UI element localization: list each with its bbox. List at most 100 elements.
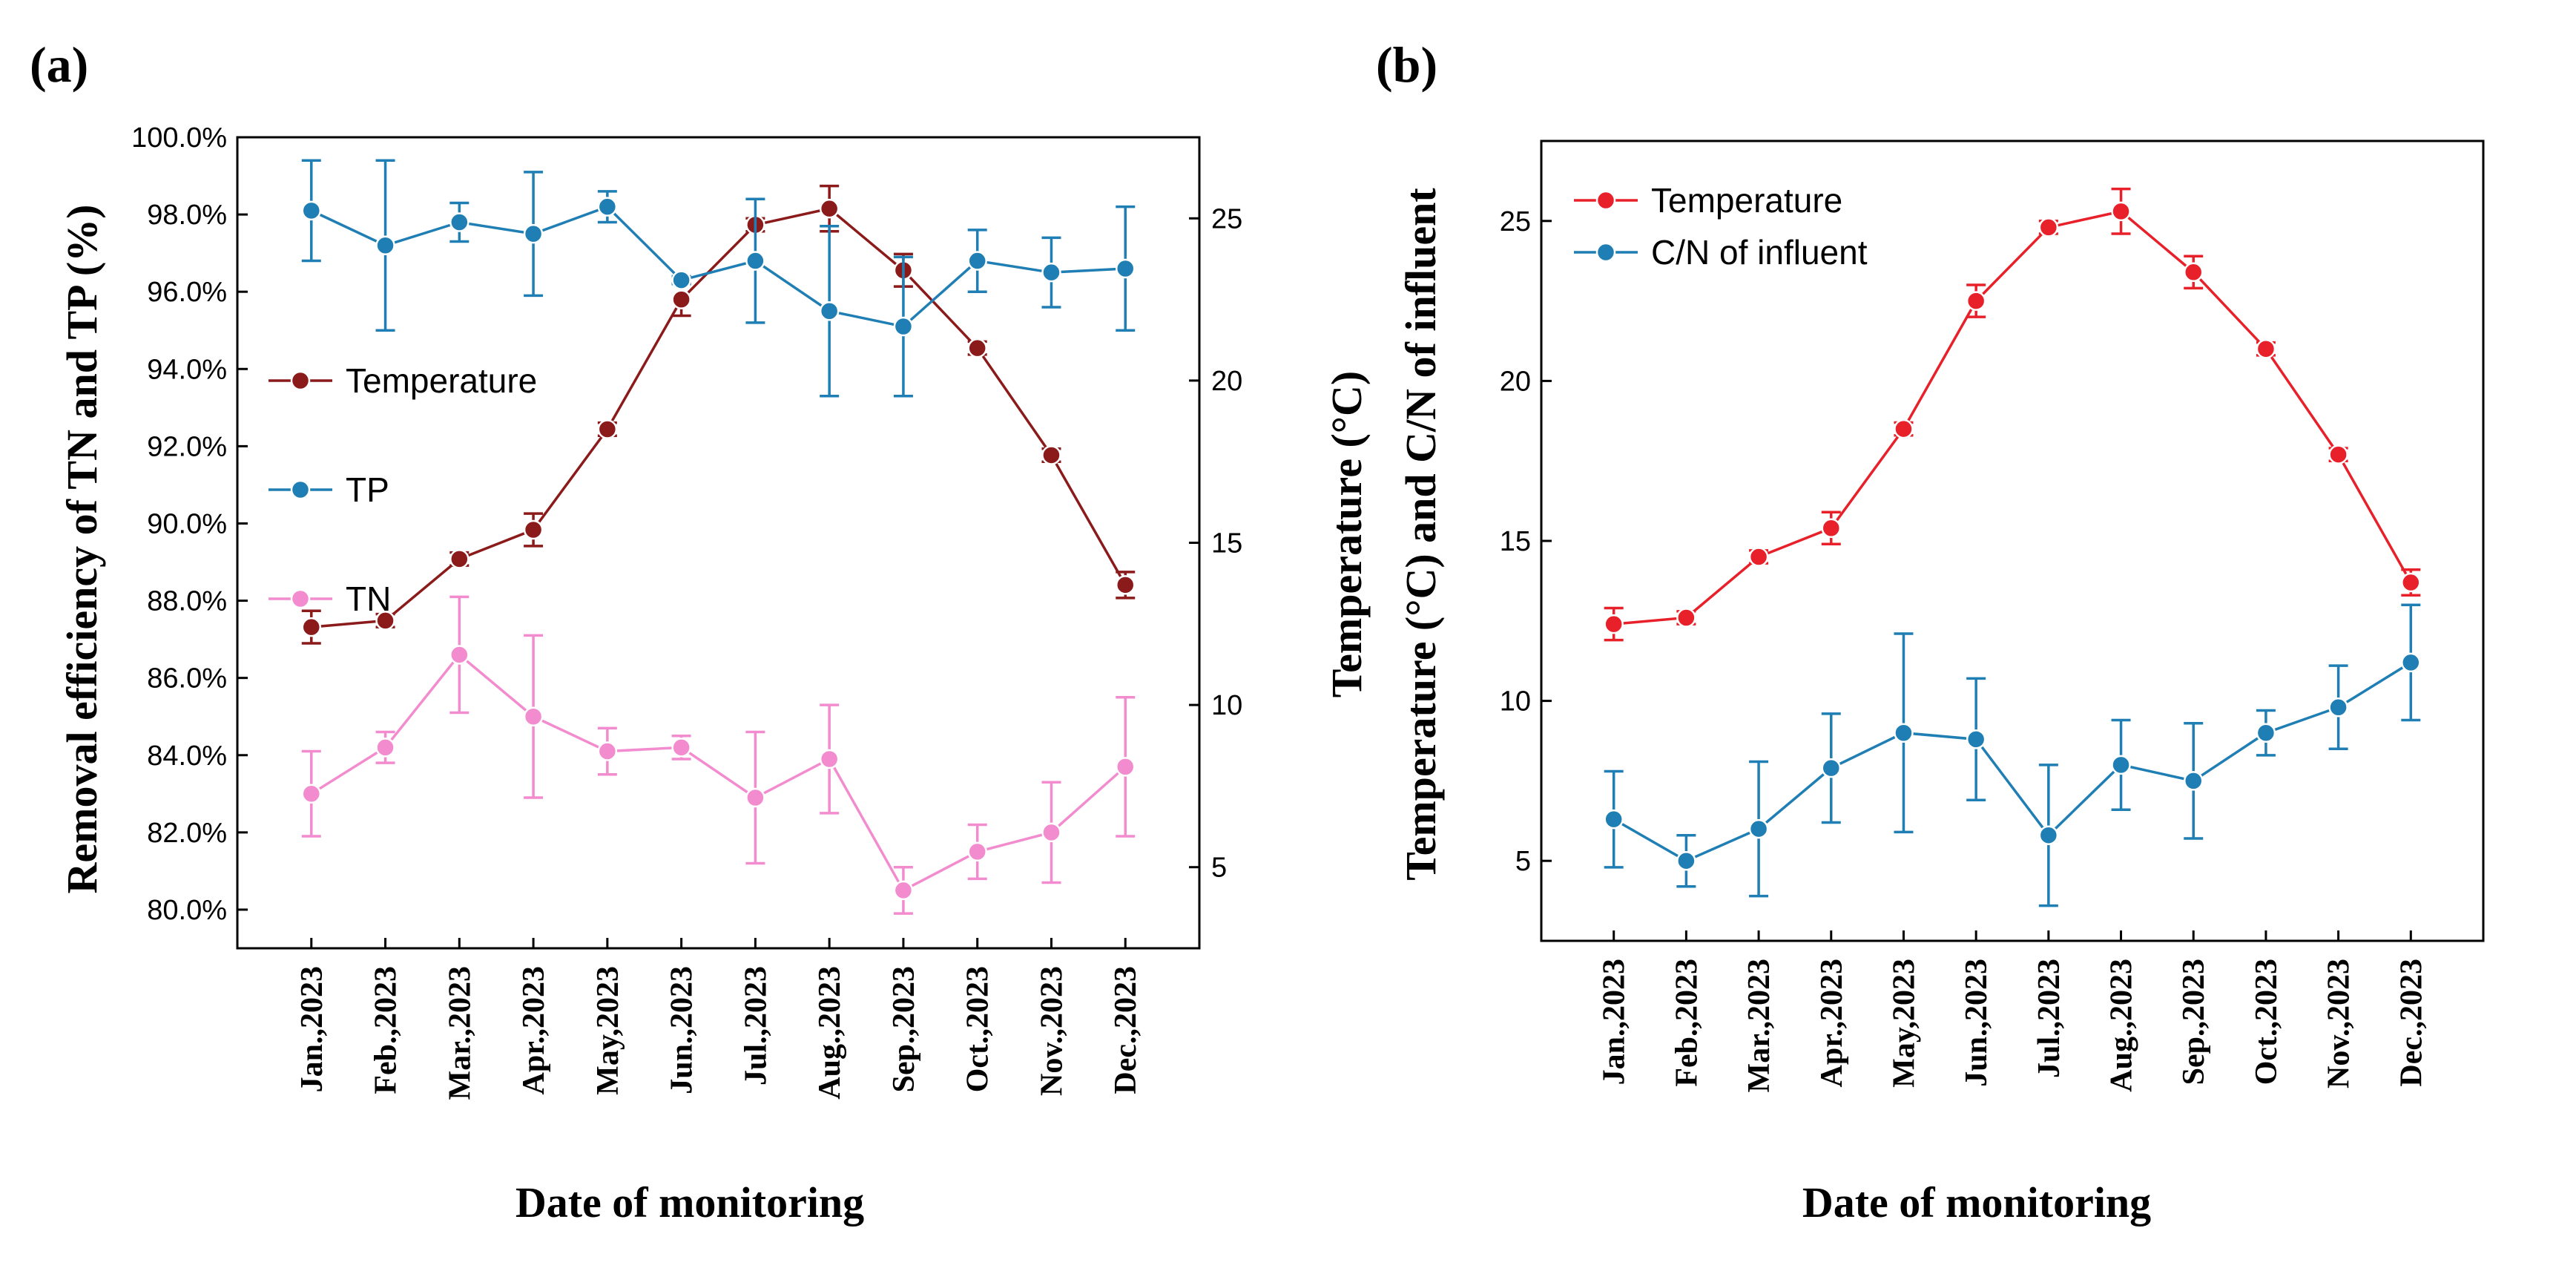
data-point: [2401, 572, 2421, 593]
panel-a-xlabel: Date of monitoring: [515, 1178, 864, 1227]
panel-a-label: (a): [30, 36, 88, 93]
x-tick-label: Aug.,2023: [2105, 959, 2139, 1092]
x-tick-label: Dec.,2023: [1109, 966, 1143, 1094]
x-tick-label: Sep.,2023: [887, 966, 921, 1092]
y-right-tick-label: 10: [1211, 690, 1242, 721]
data-point: [967, 841, 987, 862]
y-tick-label: 25: [1500, 206, 1531, 237]
data-point: [1748, 818, 1769, 839]
y-tick-label: 15: [1500, 526, 1531, 557]
data-point: [893, 880, 914, 901]
data-point: [597, 741, 618, 761]
x-tick-label: May,2023: [1887, 959, 1921, 1088]
data-point: [523, 706, 544, 726]
panel-a-ylabel-left: Removal efficiency of TN and TP (%): [58, 205, 106, 894]
data-point: [2111, 201, 2131, 222]
data-point: [2401, 652, 2421, 673]
y-tick-label: 100.0%: [131, 122, 227, 154]
series-temperature: [1604, 187, 2421, 642]
panel-b-ylabel: Temperature (°C) and C/N of influent: [1397, 188, 1445, 881]
y-tick-label: 94.0%: [147, 354, 227, 385]
data-point: [819, 749, 840, 769]
x-tick-label: Jun.,2023: [1960, 959, 1994, 1087]
data-point: [1041, 822, 1061, 843]
legend-entry: Temperature: [269, 361, 537, 400]
data-point: [2038, 825, 2059, 845]
data-point: [819, 301, 840, 321]
data-point: [1821, 518, 1842, 539]
y-tick-label: 92.0%: [147, 431, 227, 462]
y-tick-label: 98.0%: [147, 200, 227, 231]
series-tp: [301, 159, 1136, 398]
legend-marker: [1595, 242, 1616, 263]
series-temperature: [301, 184, 1136, 645]
series-c-n-of-influent: [1604, 603, 2421, 907]
y-tick-label: 86.0%: [147, 663, 227, 695]
y-tick-label: 5: [1515, 846, 1531, 877]
y-right-tick-label: 15: [1211, 528, 1242, 559]
panel-a-ylabel-right: Temperature (°C): [1322, 371, 1371, 697]
data-point: [819, 198, 840, 219]
series-line: [311, 205, 1126, 328]
panel-b-xlabel: Date of monitoring: [1802, 1178, 2151, 1227]
data-point: [301, 200, 322, 221]
legend-label: Temperature: [346, 361, 537, 400]
series-line: [311, 207, 1127, 628]
data-point: [523, 223, 544, 244]
panel-b-label: (b): [1376, 36, 1437, 93]
data-point: [1676, 608, 1696, 628]
x-tick-label: Oct.,2023: [2250, 959, 2284, 1085]
x-tick-label: Oct.,2023: [961, 966, 995, 1092]
data-point: [2183, 262, 2204, 283]
legend-entry: C/N of influent: [1574, 233, 1868, 272]
data-point: [1894, 418, 1914, 439]
legend-entry: TN: [269, 579, 391, 618]
x-tick-label: Aug.,2023: [813, 966, 847, 1100]
data-point: [1748, 547, 1769, 567]
data-point: [1676, 850, 1696, 871]
y-right-tick-label: 5: [1211, 853, 1227, 884]
data-point: [523, 519, 544, 540]
data-point: [1894, 723, 1914, 743]
legend-marker: [1595, 190, 1616, 211]
data-point: [2183, 771, 2204, 791]
x-tick-label: Dec.,2023: [2394, 959, 2428, 1087]
x-tick-label: Jan.,2023: [1598, 959, 1632, 1085]
data-point: [745, 251, 765, 271]
data-point: [597, 197, 618, 217]
series-tn: [301, 595, 1136, 915]
data-point: [1604, 809, 1624, 830]
data-point: [375, 738, 395, 758]
data-point: [2328, 697, 2348, 718]
data-point: [2111, 755, 2131, 775]
data-point: [967, 338, 987, 358]
legend-marker: [290, 479, 311, 500]
legend-label: Temperature: [1651, 181, 1842, 220]
x-tick-label: Jul.,2023: [739, 966, 773, 1086]
chart-b: 5 10 15 20 25 Jan.,2023 Feb.,2023 Mar.,2023 Apr.…: [1500, 139, 2485, 1092]
x-tick-label: Nov.,2023: [2322, 959, 2356, 1089]
x-tick-label: Jul.,2023: [2032, 959, 2066, 1078]
x-tick-label: Jun.,2023: [665, 966, 699, 1094]
data-point: [449, 549, 470, 569]
chart-a: 80.0% 82.0% 84.0% 86.0% 88.0% 90.0% 92.0% 94.0%…: [131, 122, 1242, 1100]
y-tick-label: 10: [1500, 686, 1531, 718]
x-tick-label: Jan.,2023: [295, 966, 329, 1092]
data-point: [671, 270, 691, 290]
data-point: [449, 645, 470, 665]
legend-label: TP: [346, 470, 389, 509]
data-point: [1115, 258, 1136, 279]
legend-marker: [290, 588, 311, 609]
data-point: [597, 419, 618, 439]
data-point: [1041, 262, 1061, 283]
y-tick-label: 84.0%: [147, 741, 227, 772]
data-point: [2328, 444, 2348, 464]
x-tick-label: Sep.,2023: [2177, 959, 2211, 1085]
series-line: [310, 652, 1127, 893]
data-point: [1966, 729, 1986, 749]
x-tick-label: Mar.,2023: [1742, 959, 1776, 1092]
data-point: [449, 212, 470, 232]
data-point: [1821, 758, 1842, 778]
data-point: [375, 235, 395, 255]
y-right-tick-label: 25: [1211, 203, 1242, 234]
